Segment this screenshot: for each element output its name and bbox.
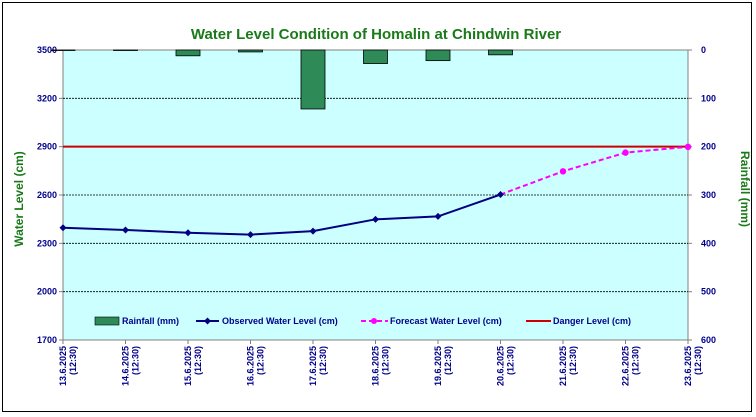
rainfall-bar bbox=[363, 49, 388, 64]
x-tick-label: 22.6.2025(12:30) bbox=[621, 346, 641, 386]
right-tick-label: 600 bbox=[701, 335, 716, 345]
forecast-point bbox=[559, 168, 567, 175]
left-tick-label: 2600 bbox=[37, 190, 57, 200]
forecast-point bbox=[684, 143, 692, 151]
legend-rainfall-label: Rainfall (mm) bbox=[122, 316, 179, 326]
left-tick-label: 3500 bbox=[37, 45, 57, 55]
left-tick-label: 2000 bbox=[37, 287, 57, 297]
legend-danger-label: Danger Level (cm) bbox=[553, 316, 631, 326]
observed-point bbox=[59, 224, 67, 232]
observed-point bbox=[247, 231, 254, 239]
left-tick-label: 3200 bbox=[37, 93, 57, 103]
x-tick-label: 15.6.2025(12:30) bbox=[183, 346, 203, 386]
x-tick-label: 21.6.2025(12:30) bbox=[558, 346, 578, 386]
x-tick-label: 20.6.2025(12:30) bbox=[496, 346, 516, 386]
rainfall-bar bbox=[488, 49, 513, 56]
y-axis-label-right: Rainfall (mm) bbox=[738, 151, 752, 227]
forecast-water-level-line bbox=[500, 145, 689, 196]
right-axis-ticks: 0 100 200 300 400 500 600 bbox=[688, 45, 716, 345]
chart-title: Water Level Condition of Homalin at Chin… bbox=[191, 26, 561, 43]
water-level-chart: Water Level Condition of Homalin at Chin… bbox=[12, 26, 752, 386]
x-tick-label: 13.6.2025(12:30) bbox=[58, 346, 78, 386]
x-tick-label: 18.6.2025(12:30) bbox=[371, 346, 391, 386]
left-tick-label: 2300 bbox=[37, 238, 57, 248]
rainfall-bar bbox=[175, 49, 201, 57]
right-tick-label: 400 bbox=[701, 238, 716, 248]
x-tick-label: 17.6.2025(12:30) bbox=[308, 346, 328, 386]
legend-observed-marker bbox=[204, 317, 211, 325]
rainfall-bar bbox=[238, 49, 263, 53]
observed-point bbox=[309, 227, 317, 235]
right-tick-label: 500 bbox=[701, 287, 716, 297]
right-tick-label: 0 bbox=[701, 45, 706, 55]
rainfall-bar bbox=[425, 49, 451, 62]
observed-point bbox=[434, 212, 442, 220]
legend-rainfall-swatch bbox=[94, 316, 120, 326]
legend-forecast-label: Forecast Water Level (cm) bbox=[390, 316, 502, 326]
x-tick-label: 16.6.2025(12:30) bbox=[246, 346, 266, 386]
x-tick-label: 14.6.2025(12:30) bbox=[121, 346, 141, 386]
x-tick-label: 19.6.2025(12:30) bbox=[433, 346, 453, 386]
forecast-point bbox=[622, 149, 629, 156]
rainfall-bar bbox=[300, 49, 326, 110]
x-axis-ticks: 13.6.2025(12:30) 14.6.2025(12:30) 15.6.202… bbox=[58, 340, 703, 386]
left-tick-label: 1700 bbox=[37, 335, 57, 345]
observed-point bbox=[122, 226, 129, 234]
rainfall-bars bbox=[50, 49, 513, 110]
left-axis-ticks: 1700 2000 2300 2600 2900 3200 3500 bbox=[37, 45, 63, 345]
legend-forecast-marker bbox=[371, 318, 377, 324]
right-tick-label: 200 bbox=[701, 142, 716, 152]
y-axis-label-left: Water Level (cm) bbox=[12, 151, 26, 247]
rainfall-bar bbox=[50, 49, 76, 51]
rainfall-bar bbox=[113, 49, 138, 51]
legend-observed-label: Observed Water Level (cm) bbox=[222, 316, 338, 326]
left-tick-label: 2900 bbox=[37, 142, 57, 152]
legend: Rainfall (mm) Observed Water Level (cm) Fo… bbox=[94, 316, 631, 326]
observed-water-level-line bbox=[62, 193, 501, 236]
observed-point bbox=[184, 229, 192, 237]
observed-point bbox=[372, 215, 379, 223]
x-tick-label: 23.6.2025(12:30) bbox=[683, 346, 703, 386]
level-lines bbox=[59, 143, 692, 239]
chart-frame: Water Level Condition of Homalin at Chin… bbox=[2, 2, 752, 412]
right-tick-label: 300 bbox=[701, 190, 716, 200]
right-tick-label: 100 bbox=[701, 93, 716, 103]
observed-point bbox=[497, 191, 504, 199]
